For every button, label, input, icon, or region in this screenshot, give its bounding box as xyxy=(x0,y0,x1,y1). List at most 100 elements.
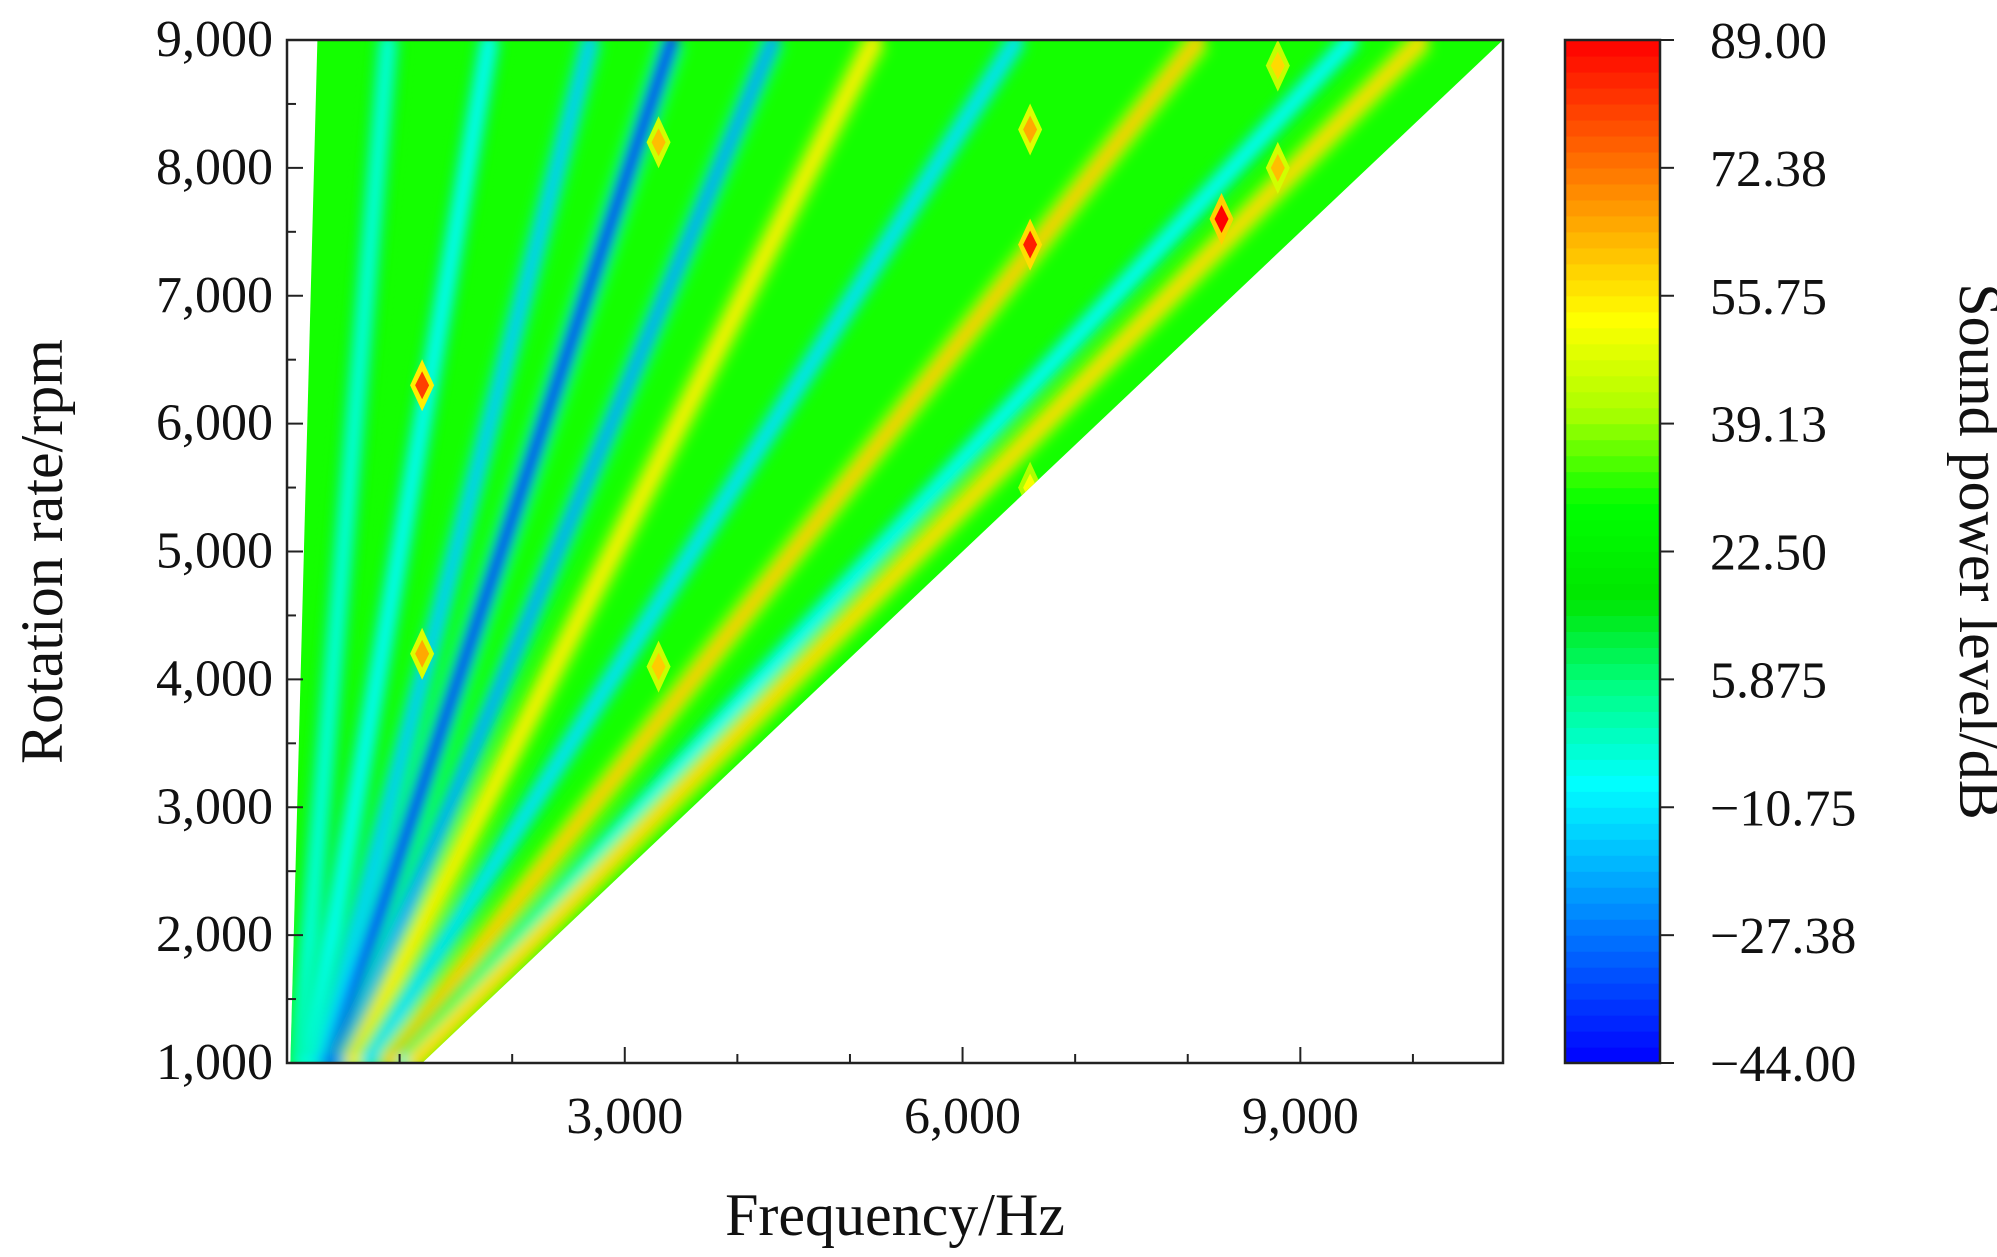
colorbar-band xyxy=(1565,1031,1660,1048)
colorbar-tick-label: −27.38 xyxy=(1710,908,1856,965)
y-tick-label: 6,000 xyxy=(156,395,273,452)
colorbar-tick-label: −10.75 xyxy=(1710,780,1856,837)
colorbar-band xyxy=(1565,423,1660,441)
colorbar-band xyxy=(1565,55,1660,73)
colorbar-tick-label: −44.00 xyxy=(1710,1036,1856,1093)
colorbar-band xyxy=(1565,519,1660,537)
colorbar-band xyxy=(1565,327,1660,345)
colorbar-tick-label: 39.13 xyxy=(1710,397,1827,454)
colorbar-band xyxy=(1565,759,1660,776)
y-tick-label: 1,000 xyxy=(156,1034,273,1091)
order-line-5 xyxy=(334,40,781,1063)
colorbar-band xyxy=(1565,887,1660,904)
colorbar-tick-label: 72.38 xyxy=(1710,141,1827,198)
x-tick-label: 6,000 xyxy=(904,1088,1021,1145)
colorbar-band xyxy=(1565,359,1660,377)
colorbar-band xyxy=(1565,663,1660,680)
hot-spot-2 xyxy=(415,639,430,668)
x-tick-label: 3,000 xyxy=(566,1088,683,1145)
colorbar-band xyxy=(1565,247,1660,265)
colorbar-band xyxy=(1565,103,1660,121)
order-line-4 xyxy=(322,40,680,1063)
colorbar-band xyxy=(1565,471,1660,489)
order-line-6 xyxy=(345,40,882,1063)
colorbar-band xyxy=(1565,743,1660,760)
colorbar: 89.00 72.38 55.75 39.13 22.50 5.875 −10.75 −27.… xyxy=(1563,13,1997,1093)
colorbar-band xyxy=(1565,711,1660,728)
colorbar-band xyxy=(1565,823,1660,840)
colorbar-tick-label: 89.00 xyxy=(1710,13,1827,70)
colorbar-band xyxy=(1565,407,1660,425)
y-tick-label: 2,000 xyxy=(156,906,273,963)
hot-spot-4 xyxy=(651,652,666,681)
order-line-8 xyxy=(381,40,1206,1063)
hot-spot-6 xyxy=(1023,115,1038,144)
colorbar-ticks: 89.00 72.38 55.75 39.13 22.50 5.875 −10.75 −27.… xyxy=(1660,13,1856,1093)
colorbar-band xyxy=(1565,567,1660,585)
y-tick-label: 4,000 xyxy=(156,650,273,707)
colorbar-band xyxy=(1565,71,1660,89)
colorbar-band xyxy=(1565,263,1660,281)
colorbar-band xyxy=(1565,855,1660,872)
plot-area: 3,000 6,000 9,000 1,000 2,000 3,000 4,000 5,00… xyxy=(156,11,1505,1145)
colorbar-band xyxy=(1565,1015,1660,1032)
colorbar-band xyxy=(1565,839,1660,856)
colorbar-band xyxy=(1565,919,1660,936)
colorbar-band xyxy=(1565,599,1660,617)
colorbar-band xyxy=(1565,903,1660,920)
y-tick-label: 8,000 xyxy=(156,139,273,196)
hot-spot-8 xyxy=(1270,153,1285,182)
hot-spot-7 xyxy=(1214,205,1229,234)
colorbar-band xyxy=(1565,871,1660,888)
colorbar-band xyxy=(1565,631,1660,649)
order-line-7 xyxy=(361,40,1024,1063)
colorbar-band xyxy=(1565,999,1660,1016)
colorbar-band xyxy=(1565,983,1660,1000)
colorbar-tick-label: 22.50 xyxy=(1710,525,1827,582)
colorbar-title: Sound power level/dB xyxy=(1947,283,1997,820)
colorbar-band xyxy=(1565,791,1660,808)
colorbar-band xyxy=(1565,40,1660,57)
colorbar-band xyxy=(1565,647,1660,664)
hot-spot-5 xyxy=(1023,230,1038,259)
colorbar-tick-label: 5.875 xyxy=(1710,652,1827,709)
hot-spot-9 xyxy=(1270,51,1285,80)
colorbar-band xyxy=(1565,375,1660,393)
colorbar-band xyxy=(1565,215,1660,233)
colorbar-band xyxy=(1565,695,1660,712)
colorbar-band xyxy=(1565,295,1660,313)
x-axis-ticks: 3,000 6,000 9,000 xyxy=(286,1047,1414,1145)
colorbar-band xyxy=(1565,679,1660,696)
order-line-3 xyxy=(313,40,598,1063)
order-line-10 xyxy=(406,40,1429,1063)
colorbar-tick-label: 55.75 xyxy=(1710,269,1827,326)
colorbar-band xyxy=(1565,151,1660,169)
order-line-2 xyxy=(302,40,497,1063)
colorbar-band xyxy=(1565,1047,1660,1064)
colorbar-band xyxy=(1565,551,1660,569)
colorbar-band xyxy=(1565,391,1660,409)
y-axis-title: Rotation rate/rpm xyxy=(9,339,75,764)
colorbar-band xyxy=(1565,535,1660,553)
colorbar-band xyxy=(1565,119,1660,137)
colorbar-band xyxy=(1565,583,1660,601)
order-lines xyxy=(290,40,1433,1063)
colorbar-bands xyxy=(1565,40,1660,1064)
x-tick-label: 9,000 xyxy=(1242,1088,1359,1145)
y-tick-label: 5,000 xyxy=(156,523,273,580)
colorbar-band xyxy=(1565,455,1660,473)
colorbar-band xyxy=(1565,615,1660,633)
y-tick-label: 7,000 xyxy=(156,267,273,324)
colorbar-band xyxy=(1565,343,1660,361)
colorbar-band xyxy=(1565,775,1660,792)
colorbar-band xyxy=(1565,311,1660,329)
colorbar-band xyxy=(1565,951,1660,968)
colorbar-band xyxy=(1565,967,1660,984)
colorbar-band xyxy=(1565,199,1660,217)
colorbar-band xyxy=(1565,935,1660,952)
colorbar-band xyxy=(1565,231,1660,249)
colorbar-band xyxy=(1565,279,1660,297)
y-tick-label: 9,000 xyxy=(156,11,273,68)
colorbar-band xyxy=(1565,135,1660,153)
